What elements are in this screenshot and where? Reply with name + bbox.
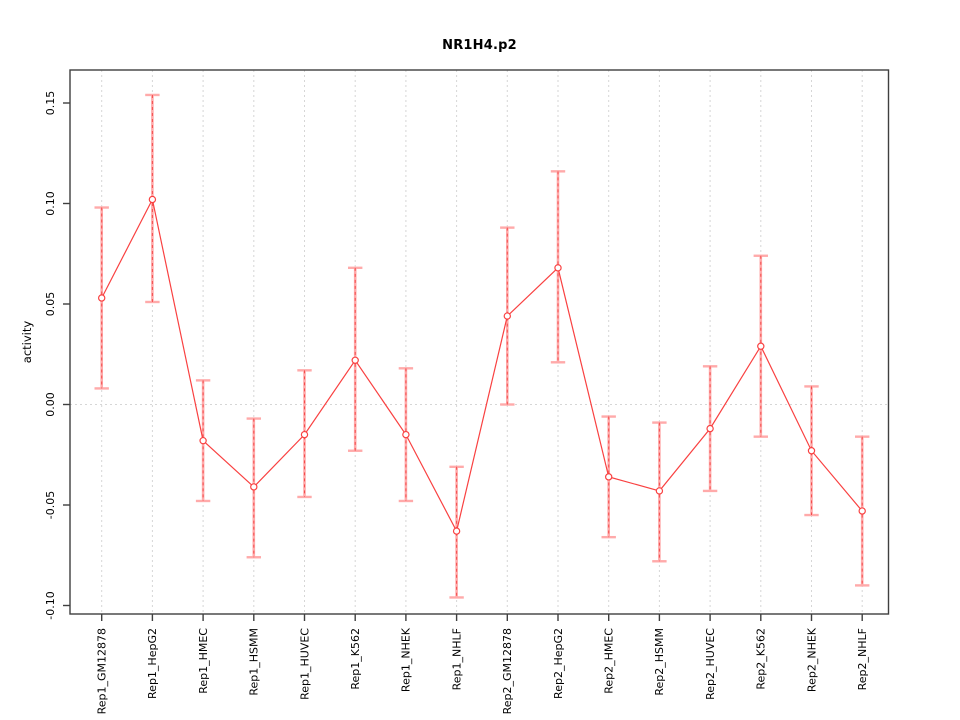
- data-point-marker: [300, 430, 309, 439]
- data-point-marker: [655, 487, 664, 495]
- data-point-marker: [858, 507, 866, 515]
- y-tick-label: 0.10: [44, 191, 57, 216]
- data-point-marker: [402, 430, 410, 439]
- x-tick-label: Rep2_HSMM: [653, 628, 666, 696]
- data-point-marker: [351, 356, 359, 364]
- data-point-marker: [605, 473, 613, 481]
- x-tick-label: Rep2_NHLF: [856, 628, 869, 690]
- y-tick-label: -0.10: [44, 591, 57, 619]
- x-tick-label: Rep2_NHEK: [805, 627, 818, 692]
- chart-title: NR1H4.p2: [442, 38, 517, 53]
- data-point-marker: [452, 527, 461, 535]
- data-point-marker: [97, 294, 106, 302]
- y-tick-label: -0.05: [44, 491, 57, 519]
- x-tick-label: Rep1_HepG2: [146, 628, 159, 699]
- x-tick-label: Rep2_K562: [755, 628, 768, 690]
- x-tick-label: Rep1_NHEK: [400, 627, 413, 692]
- x-tick-label: Rep2_GM12878: [501, 628, 514, 714]
- series-line: [101, 197, 863, 533]
- x-tick-label: Rep1_GM12878: [96, 628, 109, 714]
- x-tick-label: Rep2_HUVEC: [704, 628, 717, 700]
- x-tick-label: Rep1_HUVEC: [298, 628, 311, 700]
- y-tick-label: 0.00: [44, 392, 57, 417]
- y-tick-label: 0.15: [44, 91, 57, 116]
- y-tick-label: 0.05: [44, 292, 57, 317]
- data-point-marker: [706, 424, 714, 433]
- data-point-marker: [199, 436, 207, 445]
- x-tick-label: Rep2_HepG2: [552, 628, 565, 699]
- plot-box: [69, 69, 890, 615]
- x-tick-label: Rep1_HSMM: [248, 628, 261, 696]
- x-tick-label: Rep2_HMEC: [603, 628, 616, 694]
- data-point-marker: [148, 195, 157, 204]
- x-tick-label: Rep1_HMEC: [197, 628, 210, 694]
- data-point-marker: [250, 483, 258, 491]
- data-point-marker: [503, 312, 511, 320]
- x-tick-label: Rep1_K562: [349, 628, 362, 690]
- data-point-marker: [807, 447, 816, 455]
- x-tick-label: Rep1_NHLF: [450, 628, 463, 690]
- data-point-marker: [554, 264, 562, 272]
- data-point-marker: [757, 342, 765, 350]
